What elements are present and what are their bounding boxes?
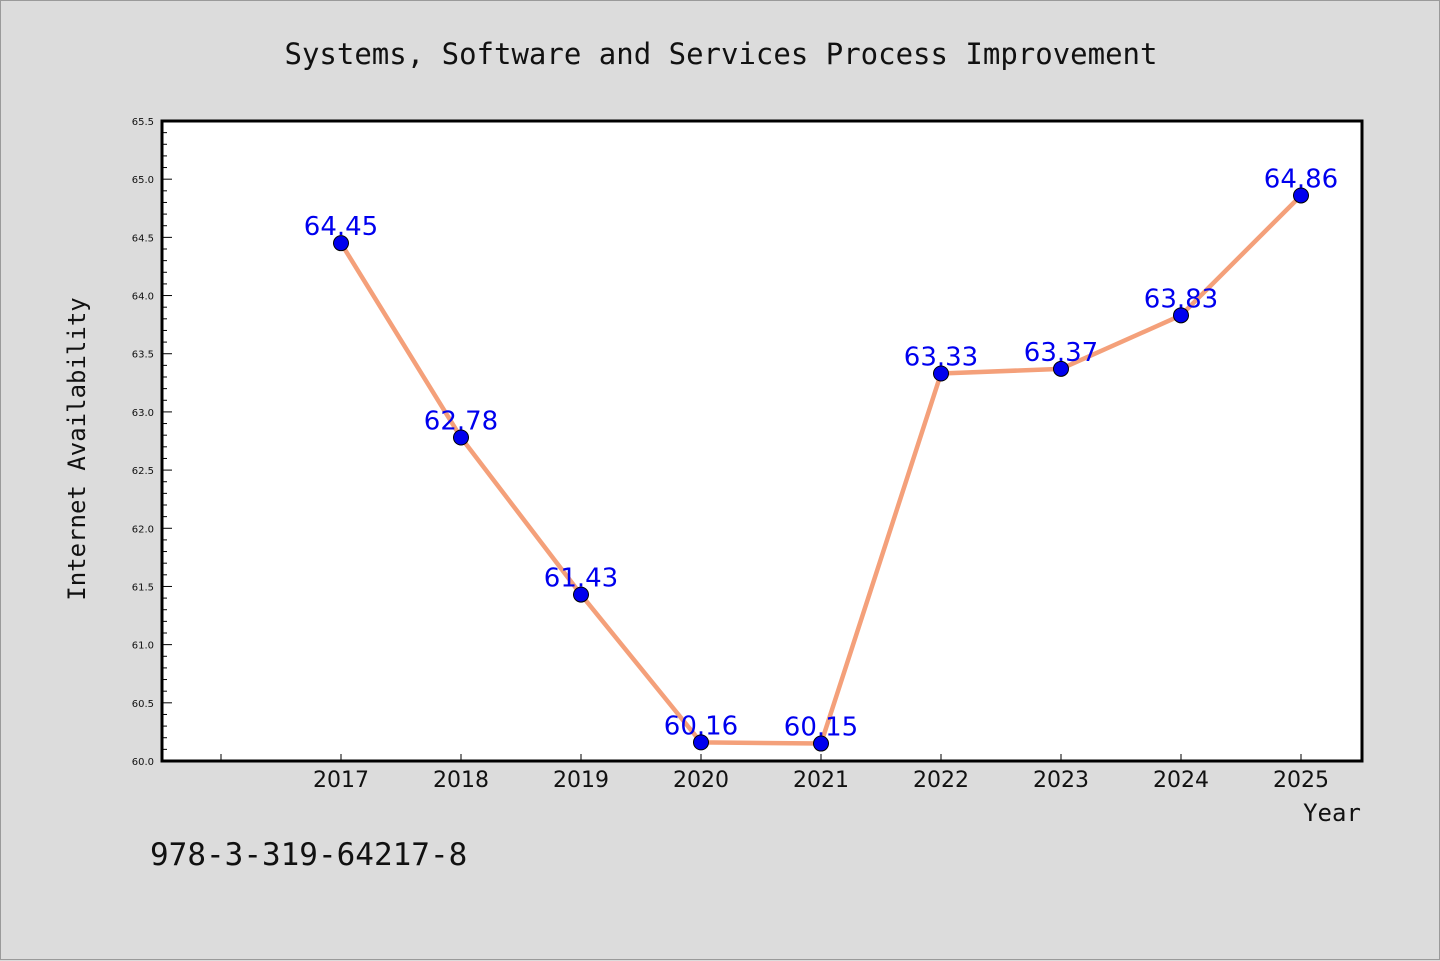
plot-frame [160,119,1364,763]
x-tick-label: 2019 [553,768,609,793]
data-label: 64.86 [1264,164,1338,194]
y-tick-label: 60.5 [132,699,154,710]
y-axis-label: Internet Availability [63,297,91,600]
data-point [1293,187,1309,204]
x-tick-label: 2025 [1273,768,1329,793]
data-label: 63.37 [1024,338,1098,368]
x-tick-label: 2020 [673,768,729,793]
data-point [573,586,589,603]
data-label: 61.43 [544,564,618,594]
isbn-text: 978-3-319-64217-8 [150,837,467,873]
series-group [333,187,1309,752]
chart-title: Systems, Software and Services Process I… [285,37,1158,71]
data-point [813,735,829,752]
data-point [933,365,949,382]
x-tick-label: 2023 [1033,768,1089,793]
data-point [693,734,709,751]
y-tick-label: 61.0 [132,641,154,652]
data-label: 62.78 [424,407,498,437]
data-label: 63.83 [1144,284,1218,314]
y-tick-label: 64.5 [132,233,154,244]
y-tick-label: 61.5 [132,582,154,593]
y-tick-label: 63.0 [132,408,154,419]
y-tick-label: 65.0 [132,175,154,186]
data-point [1173,307,1189,324]
y-tick-label: 63.5 [132,350,154,361]
y-tick-label: 65.5 [132,117,154,128]
data-label: 64.45 [304,212,378,242]
data-point [453,429,469,446]
data-point [1053,360,1069,377]
x-tick-label: 2021 [793,768,849,793]
x-axis-label: Year [1303,799,1361,827]
x-tick-label: 2022 [913,768,969,793]
data-point [333,235,349,252]
data-label: 60.15 [784,713,858,743]
x-tick-label: 2017 [313,768,369,793]
y-tick-label: 64.0 [132,292,154,303]
x-tick-label: 2018 [433,768,489,793]
data-label: 63.33 [904,343,978,373]
y-axis: 60.0 60.5 61.0 61.5 62.0 62.5 63.0 63.5 64.0 64.5… [132,117,172,768]
y-tick-label: 62.0 [132,524,154,535]
x-axis: 2017 2018 2019 2020 2021 2022 2023 2024 2025 [220,754,1329,793]
x-tick-label: 2024 [1153,768,1209,793]
data-labels: 64.45 62.78 61.43 60.16 60.15 63.33 63.37 63.83… [304,164,1338,742]
y-tick-label: 62.5 [132,466,154,477]
data-label: 60.16 [664,711,738,741]
plot-area [162,121,1362,761]
y-tick-label: 60.0 [132,757,154,768]
